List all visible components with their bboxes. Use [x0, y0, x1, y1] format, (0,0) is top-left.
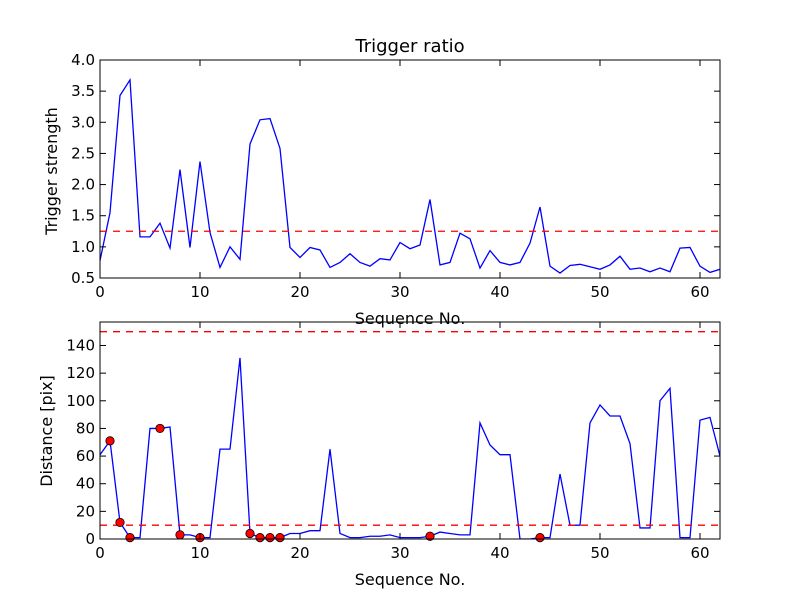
bottom-axes-frame	[99, 321, 721, 540]
bottom-marker-point	[535, 533, 545, 543]
top-x-tick-label: 30	[390, 283, 409, 301]
bottom-y-tick-label: 20	[76, 502, 95, 520]
bottom-x-axis-label: Sequence No.	[355, 570, 466, 589]
top-y-tick-label: 3.0	[71, 113, 95, 131]
bottom-marker-point	[115, 517, 125, 528]
bottom-y-tick-label: 100	[66, 392, 95, 410]
top-x-tick-label: 40	[490, 283, 509, 301]
bottom-x-tick-label: 20	[290, 544, 309, 562]
bottom-marker-point	[265, 533, 275, 543]
top-y-axis-label: Trigger strength	[42, 107, 61, 236]
bottom-y-axis-label: Distance [pix]	[37, 375, 56, 487]
top-series-line-0	[100, 77, 720, 274]
bottom-x-tick-label: 0	[95, 544, 105, 562]
bottom-marker-point	[425, 531, 435, 541]
distance-chart: 0 10 20 30 40 50 60 0 20 40 60 80 100 120 140 Sequence…	[37, 321, 721, 589]
top-x-tick-label: 0	[95, 283, 105, 301]
bottom-marker-point	[155, 423, 165, 434]
bottom-marker-point	[245, 528, 255, 539]
bottom-x-tick-label: 50	[590, 544, 609, 562]
bottom-y-tick-label: 120	[66, 364, 95, 382]
top-x-tick-label: 50	[590, 283, 609, 301]
top-y-tick-label: 2.5	[71, 144, 95, 162]
bottom-x-tick-label: 60	[690, 544, 709, 562]
bottom-x-tick-label: 40	[490, 544, 509, 562]
bottom-marker-point	[255, 533, 265, 543]
top-x-axis-label: Sequence No.	[355, 309, 466, 328]
bottom-marker-point	[275, 533, 285, 543]
bottom-marker-point	[105, 436, 115, 446]
bottom-plot-area: 0 10 20 30 40 50 60 0 20 40 60 80 100 120 140	[66, 321, 721, 562]
top-x-tick-label: 20	[290, 283, 309, 301]
bottom-marker-point	[125, 533, 135, 543]
trigger-ratio-chart: Trigger ratio 0 10 20 30 40 50 60 0.5 1.0 1.5 2.0 2…	[42, 36, 721, 328]
bottom-x-tick-label: 10	[190, 544, 209, 562]
top-y-tick-label: 1.0	[71, 238, 95, 256]
bottom-y-tick-label: 140	[66, 336, 95, 354]
bottom-x-tick-label: 30	[390, 544, 409, 562]
bottom-y-tick-label: 60	[76, 447, 95, 465]
top-y-tick-label: 4.0	[71, 51, 95, 69]
top-x-tick-label: 60	[690, 283, 709, 301]
top-axes-frame	[99, 59, 721, 279]
top-y-tick-label: 0.5	[71, 269, 95, 287]
bottom-y-tick-label: 40	[76, 475, 95, 493]
top-x-tick-label: 10	[190, 283, 209, 301]
bottom-y-tick-label: 80	[76, 419, 95, 437]
top-y-tick-label: 1.5	[71, 207, 95, 225]
top-plot-area: 0 10 20 30 40 50 60 0.5 1.0 1.5 2.0 2.5 3.0 3.5 4.0	[71, 51, 721, 301]
bottom-marker-point	[175, 530, 185, 540]
chart-title: Trigger ratio	[354, 36, 464, 57]
top-y-tick-label: 2.0	[71, 176, 95, 194]
bottom-y-tick-label: 0	[85, 530, 95, 548]
top-y-tick-label: 3.5	[71, 82, 95, 100]
